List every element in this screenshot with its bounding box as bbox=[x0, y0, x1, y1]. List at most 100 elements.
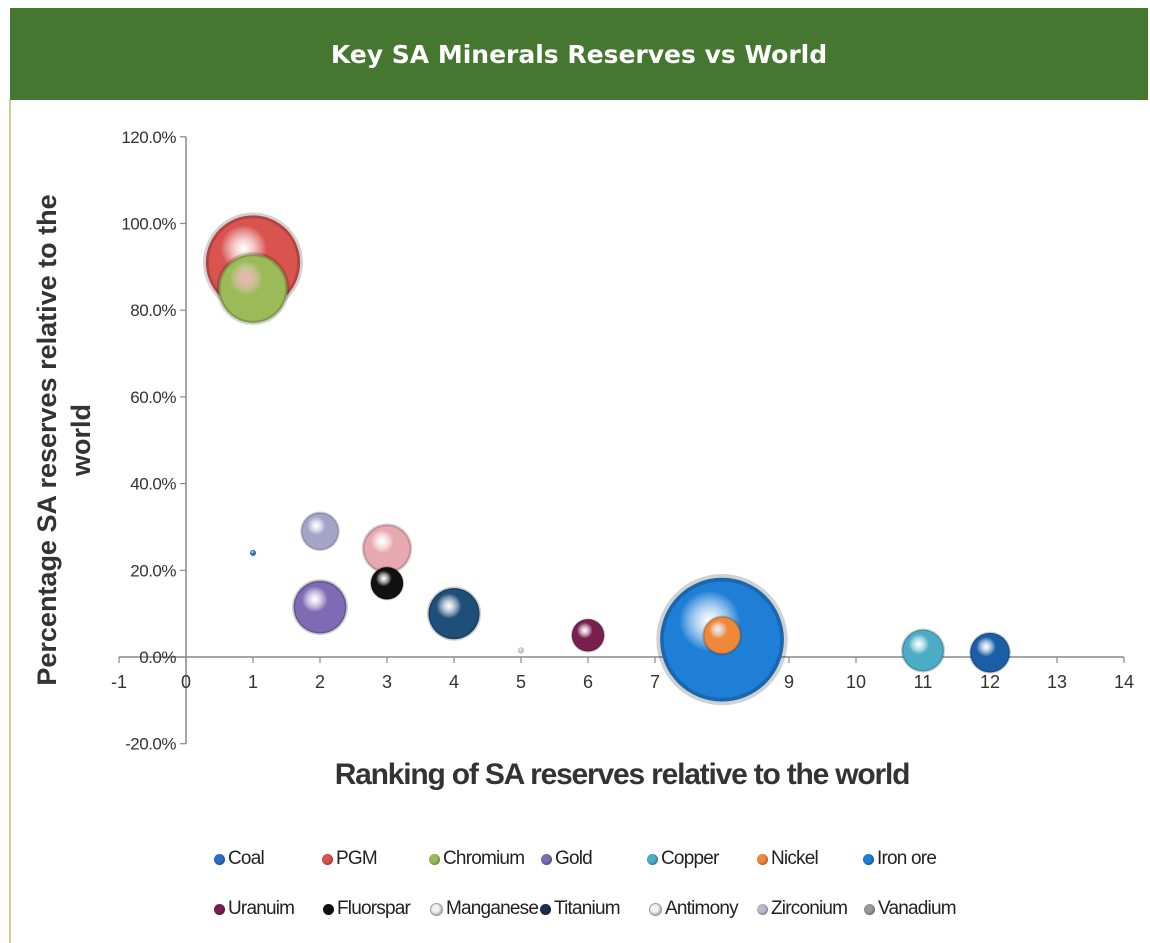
axes: -20.0% 0.0% 20.0% 40.0% 60.0% 80.0% 100.0% 120.… bbox=[111, 128, 1134, 754]
legend-label: Uranuim bbox=[228, 898, 295, 919]
legend-swatch bbox=[429, 853, 440, 865]
bubble-fluorspar bbox=[370, 567, 404, 600]
legend-swatch bbox=[649, 902, 662, 916]
legend-label: Iron ore bbox=[877, 848, 937, 869]
legend-swatch bbox=[540, 903, 551, 915]
x-tick-label: 13 bbox=[1047, 672, 1067, 692]
legend-item-pgm: PGM bbox=[322, 848, 378, 870]
legend-label: Vanadium bbox=[878, 898, 957, 919]
y-axis-title-line2: world bbox=[66, 404, 96, 477]
x-tick-label: 10 bbox=[846, 672, 866, 692]
legend-swatch bbox=[864, 903, 875, 915]
legend-item-fluorspar: Fluorspar bbox=[323, 898, 411, 920]
legend-label: Chromium bbox=[443, 848, 525, 869]
bubbles bbox=[203, 212, 1011, 706]
x-tick-label: 1 bbox=[248, 672, 258, 692]
legend-label: Gold bbox=[555, 848, 593, 869]
bubble-shade bbox=[702, 615, 742, 656]
y-tick-label: 40.0% bbox=[130, 475, 176, 494]
axis-labels: Ranking of SA reserves relative to the w… bbox=[32, 194, 911, 791]
x-tick-label: 3 bbox=[382, 672, 392, 692]
bubble-shade bbox=[249, 549, 257, 557]
x-tick-label: 6 bbox=[583, 672, 593, 692]
legend-swatch bbox=[214, 903, 225, 915]
bubble-nickel bbox=[703, 616, 741, 654]
bubble-coal bbox=[250, 550, 256, 556]
legend-label: PGM bbox=[336, 848, 378, 869]
bubble-vanadium bbox=[970, 632, 1010, 673]
x-tick-label: 0 bbox=[181, 672, 191, 692]
legend-swatch bbox=[757, 853, 768, 865]
legend-label: Titanium bbox=[554, 898, 621, 919]
x-tick-label: 12 bbox=[980, 672, 1000, 692]
y-tick-label: 0.0% bbox=[139, 648, 176, 667]
bubble-shade bbox=[570, 618, 606, 653]
chart-title-banner: Key SA Minerals Reserves vs World bbox=[10, 8, 1148, 100]
bubble-zirconium bbox=[301, 512, 339, 550]
x-tick-label: 2 bbox=[315, 672, 325, 692]
legend-item-gold: Gold bbox=[541, 848, 593, 870]
y-tick-label: 100.0% bbox=[121, 215, 176, 234]
y-tick-label: 80.0% bbox=[130, 301, 176, 320]
legend-label: Nickel bbox=[771, 848, 819, 869]
x-tick-label: 7 bbox=[650, 672, 660, 692]
legend-swatch bbox=[541, 853, 552, 865]
bubble-manganese bbox=[363, 524, 411, 573]
legend-swatch bbox=[863, 853, 874, 865]
y-tick-label: -20.0% bbox=[125, 735, 176, 754]
y-tick-label: 120.0% bbox=[121, 128, 176, 147]
bubble-shade bbox=[216, 252, 290, 325]
legend-item-nickel: Nickel bbox=[757, 848, 819, 870]
bubble-shade bbox=[900, 628, 946, 673]
bubble-antimony bbox=[518, 647, 524, 654]
legend-label: Copper bbox=[661, 848, 719, 869]
x-tick-label: 5 bbox=[516, 672, 526, 692]
bubble-shade bbox=[969, 631, 1011, 674]
legend-swatch bbox=[430, 902, 443, 916]
legend-item-zirconium: Zirconium bbox=[757, 898, 848, 920]
chart-title: Key SA Minerals Reserves vs World bbox=[330, 39, 828, 69]
bubble-shade bbox=[426, 586, 482, 641]
legend-item-antimony: Antimony bbox=[649, 898, 739, 920]
legend-swatch bbox=[323, 903, 334, 915]
y-axis-title-line1: Percentage SA reserves relative to the bbox=[32, 194, 62, 685]
legend-item-uranuim: Uranuim bbox=[214, 898, 295, 920]
y-tick-label: 60.0% bbox=[130, 388, 176, 407]
bubble-shade bbox=[300, 511, 340, 552]
legend-label: Zirconium bbox=[771, 898, 848, 919]
legend-label: Coal bbox=[228, 848, 265, 869]
legend-item-copper: Copper bbox=[647, 848, 719, 870]
legend-swatch bbox=[214, 853, 225, 865]
bubble-uranuim bbox=[571, 619, 605, 652]
legend-item-chromium: Chromium bbox=[429, 848, 525, 870]
y-axis-title: Percentage SA reserves relative to the wo… bbox=[32, 194, 96, 685]
x-tick-label: 9 bbox=[784, 672, 794, 692]
legend-swatch bbox=[757, 903, 768, 915]
legend-item-iron-ore: Iron ore bbox=[863, 848, 937, 870]
x-tick-label: -1 bbox=[111, 672, 127, 692]
bubble-shade bbox=[517, 647, 525, 654]
bubble-shade bbox=[369, 566, 405, 601]
bubble-gold bbox=[293, 580, 347, 634]
x-tick-label: 14 bbox=[1114, 672, 1134, 692]
x-tick-label: 11 bbox=[914, 672, 933, 692]
legend-item-vanadium: Vanadium bbox=[864, 898, 957, 920]
legend-label: Manganese bbox=[446, 898, 539, 919]
y-tick-label: 20.0% bbox=[130, 561, 176, 580]
x-tick-label: 4 bbox=[449, 672, 459, 692]
legend-label: Fluorspar bbox=[337, 898, 411, 919]
left-border bbox=[9, 100, 11, 943]
legend-item-titanium: Titanium bbox=[540, 898, 621, 920]
bubble-shade bbox=[292, 579, 348, 636]
legend-item-manganese: Manganese bbox=[430, 898, 539, 920]
x-axis-title: Ranking of SA reserves relative to the w… bbox=[335, 758, 910, 791]
legend-swatch bbox=[322, 853, 333, 865]
bubble-copper bbox=[902, 629, 944, 672]
legend-label: Antimony bbox=[665, 898, 739, 919]
bubble-titanium bbox=[428, 588, 480, 640]
legend-item-coal: Coal bbox=[214, 848, 265, 870]
bubble-chromium bbox=[218, 254, 288, 323]
legend-swatch bbox=[647, 853, 658, 865]
bubble-shade bbox=[656, 574, 788, 706]
